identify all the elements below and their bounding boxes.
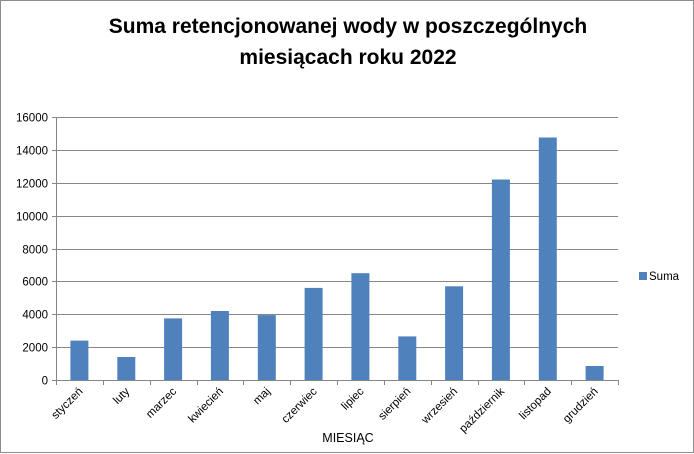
bar-7: [398, 336, 417, 380]
x-tick-label: sierpień: [376, 386, 413, 423]
bars: [70, 137, 604, 380]
x-tick-label: styczeń: [49, 386, 85, 422]
x-tick-label: kwiecień: [186, 386, 226, 426]
x-tick-label: luty: [111, 385, 132, 406]
x-tick-label: lipiec: [340, 385, 367, 412]
x-tick-label: marzec: [144, 385, 179, 420]
bar-11: [585, 366, 604, 380]
bar-3: [210, 311, 229, 380]
y-tick-label: 12000: [16, 179, 48, 191]
x-tick-label: czerwiec: [280, 385, 320, 425]
chart-title-line-1: Suma retencjonowanej wody w poszczególny…: [109, 15, 587, 38]
legend-swatch-suma: [639, 272, 647, 280]
x-axis-ticks: styczeń luty marzec kwiecień maj czerwiec lipi…: [49, 380, 619, 435]
y-tick-label: 4000: [22, 310, 48, 322]
y-tick-label: 2000: [22, 343, 48, 355]
y-tick-label: 0: [42, 376, 48, 388]
x-axis-title: MIESIĄC: [322, 431, 373, 445]
bar-4: [257, 315, 276, 380]
chart-title-line-2: miesiącach roku 2022: [239, 46, 456, 69]
bar-8: [445, 286, 464, 380]
y-tick-label: 6000: [22, 277, 48, 289]
legend-label-suma: Suma: [649, 271, 680, 283]
x-tick-label: wrzesień: [419, 386, 460, 427]
legend: Suma: [639, 271, 680, 283]
bar-10: [538, 137, 557, 380]
chart-title: Suma retencjonowanej wody w poszczególny…: [109, 15, 587, 69]
y-tick-label: 8000: [22, 245, 48, 257]
bar-1: [117, 357, 136, 380]
bar-2: [164, 318, 183, 380]
x-tick-label: październik: [457, 385, 507, 435]
x-tick-label: listopad: [517, 386, 554, 423]
x-tick-label: grudzień: [561, 386, 601, 426]
y-tick-label: 14000: [16, 146, 48, 158]
bar-6: [351, 273, 370, 380]
axes: [56, 117, 618, 381]
y-tick-label: 10000: [16, 212, 48, 224]
y-tick-label: 16000: [16, 113, 48, 125]
bar-0: [70, 340, 89, 380]
x-tick-label: maj: [251, 386, 273, 408]
bar-5: [304, 287, 323, 380]
y-axis-ticks: 0 2000 4000 6000 8000 10000 12000 14000 16000: [16, 113, 56, 388]
bar-9: [491, 179, 510, 380]
gridlines: [56, 117, 618, 348]
